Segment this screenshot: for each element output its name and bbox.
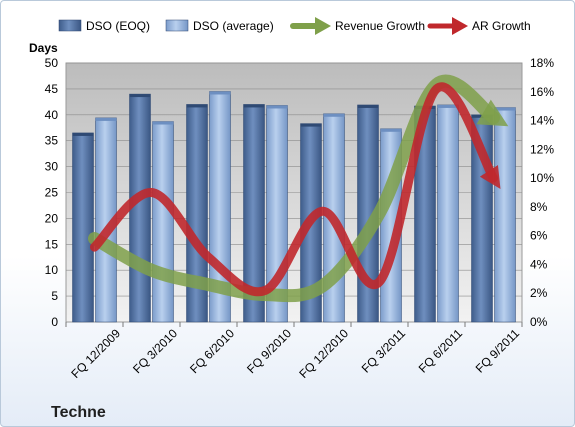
bar-top: [129, 94, 151, 98]
bar-top: [72, 132, 94, 136]
y2-tick-label: 18%: [530, 56, 554, 70]
y2-axis-ticks: 0% 2% 4% 6% 8% 10% 12% 14% 16% 18%: [530, 56, 554, 329]
x-tick-label: FQ 3/2011: [359, 326, 409, 376]
y-tick-label: 45: [45, 82, 59, 96]
bar-top: [300, 123, 322, 127]
y-tick-label: 25: [45, 186, 59, 200]
bar-dso-average: [437, 104, 459, 323]
y2-tick-label: 0%: [530, 315, 548, 329]
y2-tick-label: 10%: [530, 171, 554, 185]
bar-top: [437, 104, 459, 108]
growth-lines: [88, 74, 509, 303]
legend-label-ar-growth: AR Growth: [472, 19, 531, 33]
x-axis-ticks: FQ 12/2009 FQ 3/2010 FQ 6/2010 FQ 9/2010 FQ …: [65, 322, 523, 381]
y2-tick-label: 2%: [530, 286, 548, 300]
x-tick-label: FQ 6/2010: [187, 326, 237, 376]
legend-label-dso-eoq: DSO (EOQ): [86, 19, 150, 33]
bar-top: [209, 91, 231, 95]
y-tick-label: 0: [51, 315, 58, 329]
legend-label-revenue-growth: Revenue Growth: [335, 19, 425, 33]
y2-tick-label: 8%: [530, 200, 548, 214]
x-tick-label: FQ 9/2011: [473, 326, 523, 376]
bar-top: [243, 104, 265, 108]
legend: DSO (EOQ) DSO (average) Revenue Growth AR G…: [58, 17, 531, 35]
y2-tick-label: 6%: [530, 229, 548, 243]
x-tick-label: FQ 12/2009: [68, 326, 123, 381]
y-tick-label: 50: [45, 56, 59, 70]
y2-tick-label: 14%: [530, 114, 554, 128]
bar-dso-eoq: [129, 93, 151, 323]
bar-dso-eoq: [72, 132, 94, 323]
legend-label-dso-average: DSO (average): [193, 19, 274, 33]
y-axis-ticks: 0 5 10 15 20 25 30 35 40 45 50: [45, 56, 59, 329]
bar-top: [357, 104, 379, 108]
x-tick-label: FQ 3/2010: [130, 326, 180, 376]
y-tick-label: 15: [45, 237, 59, 251]
y-tick-label: 10: [45, 263, 59, 277]
y-tick-label: 20: [45, 211, 59, 225]
legend-swatch-dso-average: [165, 19, 189, 32]
x-tick-label: FQ 6/2011: [416, 326, 466, 376]
legend-arrow-ar-growth: [452, 17, 468, 35]
bar-top: [494, 107, 516, 111]
bar-top: [186, 104, 208, 108]
bar-dso-average: [152, 121, 174, 323]
x-tick-label: FQ 12/2010: [296, 326, 351, 381]
bar-dso-average: [494, 107, 516, 323]
legend-arrow-revenue-growth: [315, 17, 331, 35]
legend-swatch-dso-eoq: [58, 19, 82, 32]
y-axis-label: Days: [29, 41, 58, 55]
x-tick-label: FQ 9/2010: [244, 326, 294, 376]
y-tick-label: 35: [45, 134, 59, 148]
y-tick-label: 30: [45, 160, 59, 174]
bar-top: [380, 128, 402, 132]
y-tick-label: 5: [51, 289, 58, 303]
bar-top: [323, 113, 345, 117]
bar-top: [95, 117, 117, 121]
y-tick-label: 40: [45, 108, 59, 122]
bar-top: [152, 121, 174, 125]
ar-growth-line: [90, 82, 501, 297]
company-name: Techne: [51, 404, 106, 421]
y2-tick-label: 12%: [530, 142, 554, 156]
y2-tick-label: 4%: [530, 257, 548, 271]
bar-top: [266, 105, 288, 109]
y2-tick-label: 16%: [530, 85, 554, 99]
